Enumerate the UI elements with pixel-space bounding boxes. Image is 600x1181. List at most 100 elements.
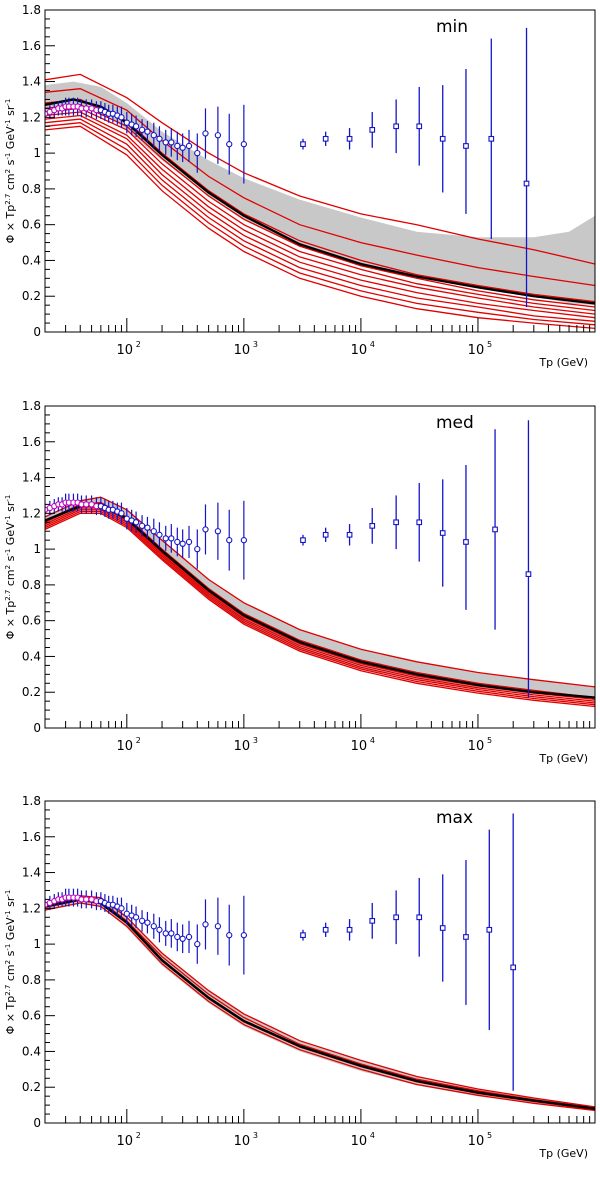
marker-circle xyxy=(185,933,193,941)
marker-circle xyxy=(185,142,193,150)
marker-circle xyxy=(162,930,169,937)
marker-square xyxy=(369,523,376,529)
data-point-square xyxy=(510,813,517,1091)
data-point-square xyxy=(439,479,446,587)
x-tick-exponent: 2 xyxy=(136,340,141,349)
y-tick-label: 0.2 xyxy=(22,685,41,699)
y-axis-title: Φ × Tp2.7 cm2 s-1 GeV-1 sr-1 xyxy=(4,99,17,244)
x-axis-title: Tp (GeV) xyxy=(538,752,588,765)
data-point-circle xyxy=(144,516,151,539)
plot-area xyxy=(45,813,595,1112)
x-axis: 10 2 10 3 10 4 10 5 xyxy=(44,1109,591,1149)
marker-circle xyxy=(144,919,151,926)
data-point-square xyxy=(463,465,469,610)
data-point-circle xyxy=(138,515,146,537)
marker-square xyxy=(393,914,399,921)
marker-circle xyxy=(144,128,151,135)
data-point-circle xyxy=(118,502,125,525)
marker-circle xyxy=(83,501,90,508)
data-point-circle xyxy=(214,106,222,164)
y-tick-label: 1.4 xyxy=(22,75,41,89)
marker-circle xyxy=(156,926,163,933)
data-point-circle xyxy=(58,101,66,116)
data-point-circle xyxy=(150,518,157,544)
x-tick-exponent: 2 xyxy=(136,736,141,745)
data-point-square xyxy=(322,922,329,937)
panel-label: max xyxy=(436,808,473,828)
marker-circle xyxy=(179,935,186,942)
data-point-circle xyxy=(88,890,95,909)
marker-circle xyxy=(194,149,201,157)
marker-square xyxy=(322,531,329,538)
y-tick-label: 1 xyxy=(33,542,41,556)
data-point-circle xyxy=(132,511,140,534)
marker-circle xyxy=(185,538,193,546)
marker-circle xyxy=(118,510,125,517)
marker-square xyxy=(416,123,423,130)
data-point-square xyxy=(300,929,306,941)
model-curve-1 xyxy=(45,496,595,688)
data-point-circle xyxy=(179,133,186,163)
marker-circle xyxy=(132,519,140,526)
data-point-circle xyxy=(168,128,175,157)
y-tick-label: 0.6 xyxy=(22,1009,41,1023)
marker-circle xyxy=(162,535,169,542)
marker-square xyxy=(393,519,399,526)
y-tick-label: 1.8 xyxy=(22,3,41,17)
y-tick-label: 1.2 xyxy=(22,901,41,915)
model-curve-2 xyxy=(45,88,595,287)
data-point-square xyxy=(369,902,376,939)
data-point-circle xyxy=(194,529,201,569)
data-point-square xyxy=(393,495,399,550)
marker-circle xyxy=(83,105,90,112)
data-point-square xyxy=(369,507,376,544)
x-tick-label: 10 xyxy=(234,343,251,358)
data-point-square xyxy=(416,86,423,166)
data-point-square xyxy=(488,38,495,239)
data-point-circle xyxy=(174,527,181,557)
data-point-circle xyxy=(185,525,193,559)
x-tick-exponent: 5 xyxy=(487,1131,492,1140)
model-curve-1 xyxy=(45,73,595,265)
marker-square xyxy=(300,141,306,148)
data-point-square xyxy=(393,99,399,154)
marker-square xyxy=(369,127,376,133)
data-point-square xyxy=(300,534,306,546)
marker-square xyxy=(486,926,493,933)
marker-square xyxy=(300,932,306,939)
x-tick-exponent: 3 xyxy=(253,736,258,745)
marker-circle xyxy=(240,141,248,148)
data-point-circle xyxy=(179,924,186,954)
marker-square xyxy=(439,135,446,142)
marker-circle xyxy=(83,896,90,903)
model-curve-9 xyxy=(45,122,595,326)
data-point-square xyxy=(346,919,353,941)
marker-circle xyxy=(202,130,209,137)
marker-circle xyxy=(194,940,201,948)
marker-circle xyxy=(194,545,201,553)
y-tick-label: 1.2 xyxy=(22,506,41,520)
x-tick-exponent: 3 xyxy=(253,340,258,349)
x-tick-exponent: 4 xyxy=(370,340,375,349)
marker-circle xyxy=(156,135,163,142)
y-tick-label: 0.2 xyxy=(22,1080,41,1094)
x-tick-label: 10 xyxy=(468,739,485,754)
x-tick-label: 10 xyxy=(234,739,251,754)
x-axis: 10 2 10 3 10 4 10 5 xyxy=(44,714,591,754)
marker-circle xyxy=(168,535,175,542)
marker-square xyxy=(463,143,469,149)
data-point-circle xyxy=(156,126,163,152)
y-tick-label: 0.4 xyxy=(22,1044,41,1058)
y-tick-label: 0.4 xyxy=(22,649,41,663)
y-tick-label: 0.2 xyxy=(22,289,41,303)
marker-circle xyxy=(150,132,157,139)
data-point-circle xyxy=(118,106,125,129)
data-point-square xyxy=(369,111,376,148)
marker-circle xyxy=(214,528,222,535)
data-point-circle xyxy=(240,104,248,184)
y-tick-label: 1 xyxy=(33,146,41,160)
x-tick-exponent: 2 xyxy=(136,1131,141,1140)
panel-label: min xyxy=(436,17,468,37)
data-point-circle xyxy=(185,129,193,163)
y-tick-label: 1.6 xyxy=(22,435,41,449)
